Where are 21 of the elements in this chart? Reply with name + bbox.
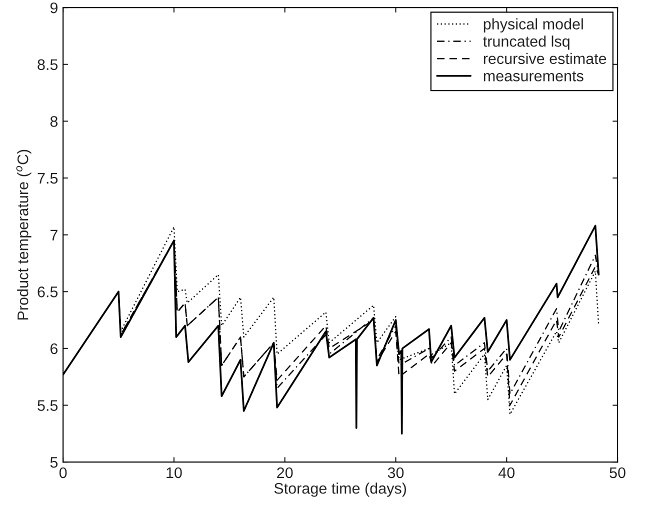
- y-tick-label: 7.5: [38, 173, 58, 184]
- x-tick-label: 10: [166, 467, 182, 478]
- y-tick-label: 6.5: [38, 286, 58, 298]
- y-tick-label: 8.5: [38, 59, 58, 70]
- x-tick-label: 20: [277, 467, 293, 478]
- x-axis-title: Storage time (days): [274, 482, 406, 497]
- y-tick-label: 5.5: [38, 400, 58, 411]
- x-tick-label: 30: [388, 467, 404, 478]
- y-tick-label: 8: [50, 116, 58, 127]
- y-tick-label: 5: [50, 457, 58, 468]
- x-tick-label: 0: [59, 467, 67, 478]
- x-tick-label: 40: [498, 467, 515, 478]
- legend-label: truncated lsq: [483, 36, 570, 50]
- legend-label: physical model: [484, 18, 583, 33]
- y-axis-title: Product temperature ($^{o}$C): [16, 150, 32, 320]
- legend-label: recursive estimate: [484, 52, 606, 64]
- x-tick-label: 50: [610, 467, 626, 478]
- legend-label: measurements: [484, 71, 584, 82]
- y-tick-label: 9: [50, 2, 58, 14]
- y-tick-label: 7: [50, 230, 58, 240]
- y-tick-label: 6: [50, 343, 58, 354]
